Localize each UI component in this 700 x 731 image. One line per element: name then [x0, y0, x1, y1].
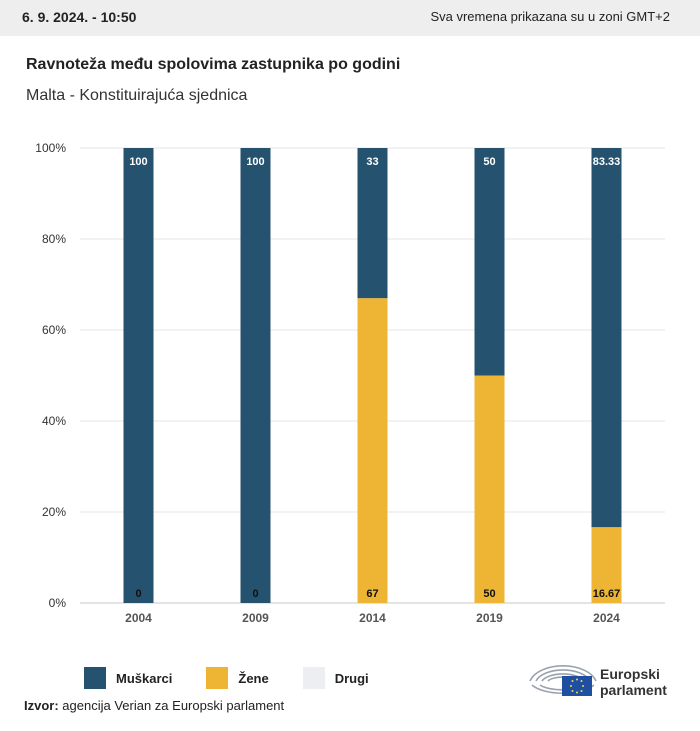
source-note: Izvor: agencija Verian za Europski parla…: [24, 698, 284, 713]
eu-flag-icon: [562, 676, 592, 696]
logo-line-1: Europski: [600, 666, 660, 682]
timestamp: 6. 9. 2024. - 10:50: [22, 9, 137, 25]
legend-label-women: Žene: [238, 670, 269, 686]
bar-women: [357, 298, 388, 603]
y-tick-label: 0%: [49, 596, 67, 610]
x-tick-label: 2014: [359, 611, 386, 625]
bar-men: [240, 148, 271, 603]
y-tick-label: 40%: [42, 414, 66, 428]
y-tick-label: 60%: [42, 323, 66, 337]
y-tick-label: 80%: [42, 232, 66, 246]
timezone-note: Sva vremena prikazana su u zoni GMT+2: [430, 9, 670, 24]
logo-line-2: parlament: [600, 682, 667, 698]
data-label-women: 16.67: [593, 588, 621, 600]
x-tick-label: 2004: [125, 611, 152, 625]
european-parliament-logo: [529, 665, 597, 696]
x-tick-label: 2019: [476, 611, 503, 625]
source-label: Izvor:: [24, 698, 59, 713]
data-label-men: 100: [129, 156, 147, 168]
legend: Muškarci Žene Drugi: [84, 667, 403, 689]
chart-subtitle: Malta - Konstituirajuća sjednica: [26, 87, 248, 104]
top-bar: 6. 9. 2024. - 10:50 Sva vremena prikazan…: [0, 0, 700, 36]
legend-item-women[interactable]: Žene: [206, 667, 269, 689]
chart-title: Ravnoteža među spolovima zastupnika po g…: [26, 56, 401, 73]
legend-swatch-other: [302, 667, 325, 689]
source-text: agencija Verian za Europski parlament: [62, 698, 285, 713]
data-label-women: 0: [252, 588, 258, 600]
x-tick-label: 2024: [593, 611, 620, 625]
legend-swatch-men: [84, 667, 106, 689]
legend-item-men[interactable]: Muškarci: [84, 667, 172, 689]
data-label-men: 50: [483, 156, 495, 168]
bar-men: [123, 148, 154, 603]
bar-men: [591, 148, 622, 528]
logo-wordmark: Europski parlament: [600, 666, 667, 698]
bar-men: [474, 148, 505, 376]
y-tick-label: 100%: [35, 141, 66, 155]
data-label-women: 50: [483, 588, 495, 600]
stacked-bar-chart: 0% 20% 40% 60% 80% 100% 100 0 2004 100 0 2009 33 67 20…: [35, 141, 665, 625]
bar-women: [591, 527, 622, 603]
bar-women: [474, 375, 505, 603]
data-label-men: 33: [366, 156, 378, 168]
legend-label-other: Drugi: [334, 670, 369, 686]
bar-men: [357, 148, 388, 299]
y-tick-label: 20%: [42, 505, 66, 519]
legend-label-men: Muškarci: [116, 670, 173, 686]
data-label-women: 67: [366, 588, 378, 600]
legend-item-other[interactable]: Drugi: [302, 667, 369, 689]
x-tick-label: 2009: [242, 611, 269, 625]
legend-swatch-women: [206, 667, 229, 689]
data-label-women: 0: [135, 588, 141, 600]
data-label-men: 100: [246, 156, 264, 168]
data-label-men: 83.33: [593, 156, 621, 168]
